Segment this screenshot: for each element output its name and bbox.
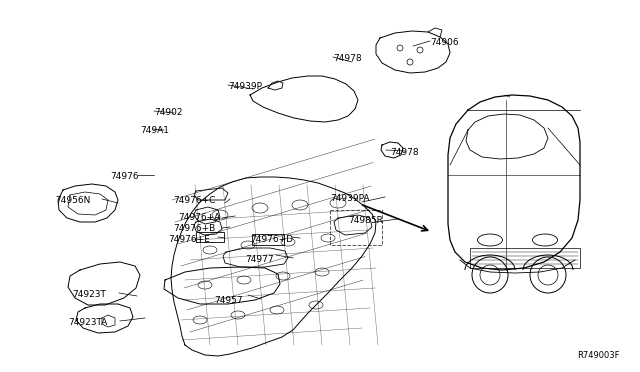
Text: 74985R: 74985R (348, 216, 383, 225)
Text: 749A1: 749A1 (140, 126, 169, 135)
Text: 74976+D: 74976+D (250, 235, 293, 244)
Bar (196, 232, 224, 242)
Text: 74923T: 74923T (72, 290, 106, 299)
Text: 74978: 74978 (390, 148, 419, 157)
Text: 74976+C: 74976+C (173, 196, 216, 205)
Text: 74939PA: 74939PA (330, 194, 369, 203)
Text: 74957: 74957 (214, 296, 243, 305)
Text: 74976+A: 74976+A (178, 213, 220, 222)
Text: 74902: 74902 (154, 108, 182, 117)
Text: R749003F: R749003F (577, 351, 620, 360)
Text: 74977: 74977 (245, 255, 274, 264)
Text: 74956N: 74956N (55, 196, 90, 205)
Text: 74976+B: 74976+B (173, 224, 215, 233)
Bar (470, 248, 580, 268)
Text: 74939P: 74939P (228, 82, 262, 91)
Text: 74976+E: 74976+E (168, 235, 210, 244)
Bar (252, 234, 284, 245)
Text: 74906: 74906 (430, 38, 459, 47)
Bar (330, 210, 382, 245)
Text: 74978: 74978 (333, 54, 362, 63)
Text: 74923TA: 74923TA (68, 318, 108, 327)
Text: 74976: 74976 (110, 172, 139, 181)
